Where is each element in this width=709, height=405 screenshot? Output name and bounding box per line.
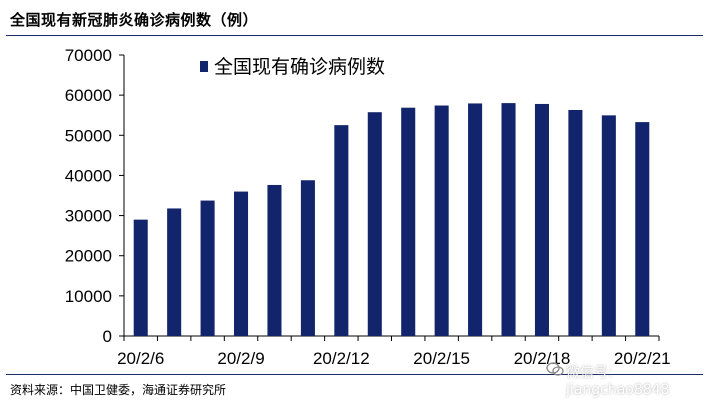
y-tick-label: 30000 <box>65 207 112 226</box>
bar <box>234 191 249 336</box>
bar-chart: 0 10000 20000 30000 40000 50000 60000 70000 20/2… <box>65 46 671 368</box>
legend-label: 全国现有确诊病例数 <box>214 56 386 78</box>
y-tick-label: 40000 <box>65 166 112 185</box>
bar <box>635 122 650 336</box>
bar <box>133 219 148 336</box>
y-tick-label: 50000 <box>65 126 112 145</box>
x-tick-label: 20/2/12 <box>313 349 370 368</box>
x-tick-label: 20/2/21 <box>614 349 671 368</box>
x-tick-label: 20/2/15 <box>413 349 470 368</box>
y-tick-label: 20000 <box>65 247 112 266</box>
y-tick-label: 0 <box>103 327 112 346</box>
wechat-icon <box>546 362 564 376</box>
bar <box>601 115 616 336</box>
watermark-text: 微信号: jiangchao8848 <box>566 365 670 398</box>
y-tick-label: 10000 <box>65 287 112 306</box>
bar <box>501 103 516 336</box>
bar <box>367 112 382 336</box>
legend-swatch <box>200 61 208 72</box>
bar <box>200 200 215 336</box>
source-note: 资料来源：中国卫健委，海通证券研究所 <box>10 383 227 397</box>
bar <box>468 103 483 336</box>
bar <box>167 208 182 336</box>
x-tick-label: 20/2/6 <box>117 349 164 368</box>
y-tick-label: 60000 <box>65 86 112 105</box>
bottom-divider <box>6 374 703 375</box>
legend: 全国现有确诊病例数 <box>200 52 385 79</box>
y-tick-label: 70000 <box>65 46 112 65</box>
bar <box>401 107 416 336</box>
bar <box>300 180 315 336</box>
bar <box>434 105 449 336</box>
bar <box>568 109 583 336</box>
top-divider <box>6 35 703 36</box>
bar <box>534 103 549 336</box>
chart-title: 全国现有新冠肺炎确诊病例数（例） <box>10 11 259 29</box>
x-tick-label: 20/2/9 <box>217 349 264 368</box>
bar <box>267 184 282 336</box>
bar <box>334 125 349 336</box>
